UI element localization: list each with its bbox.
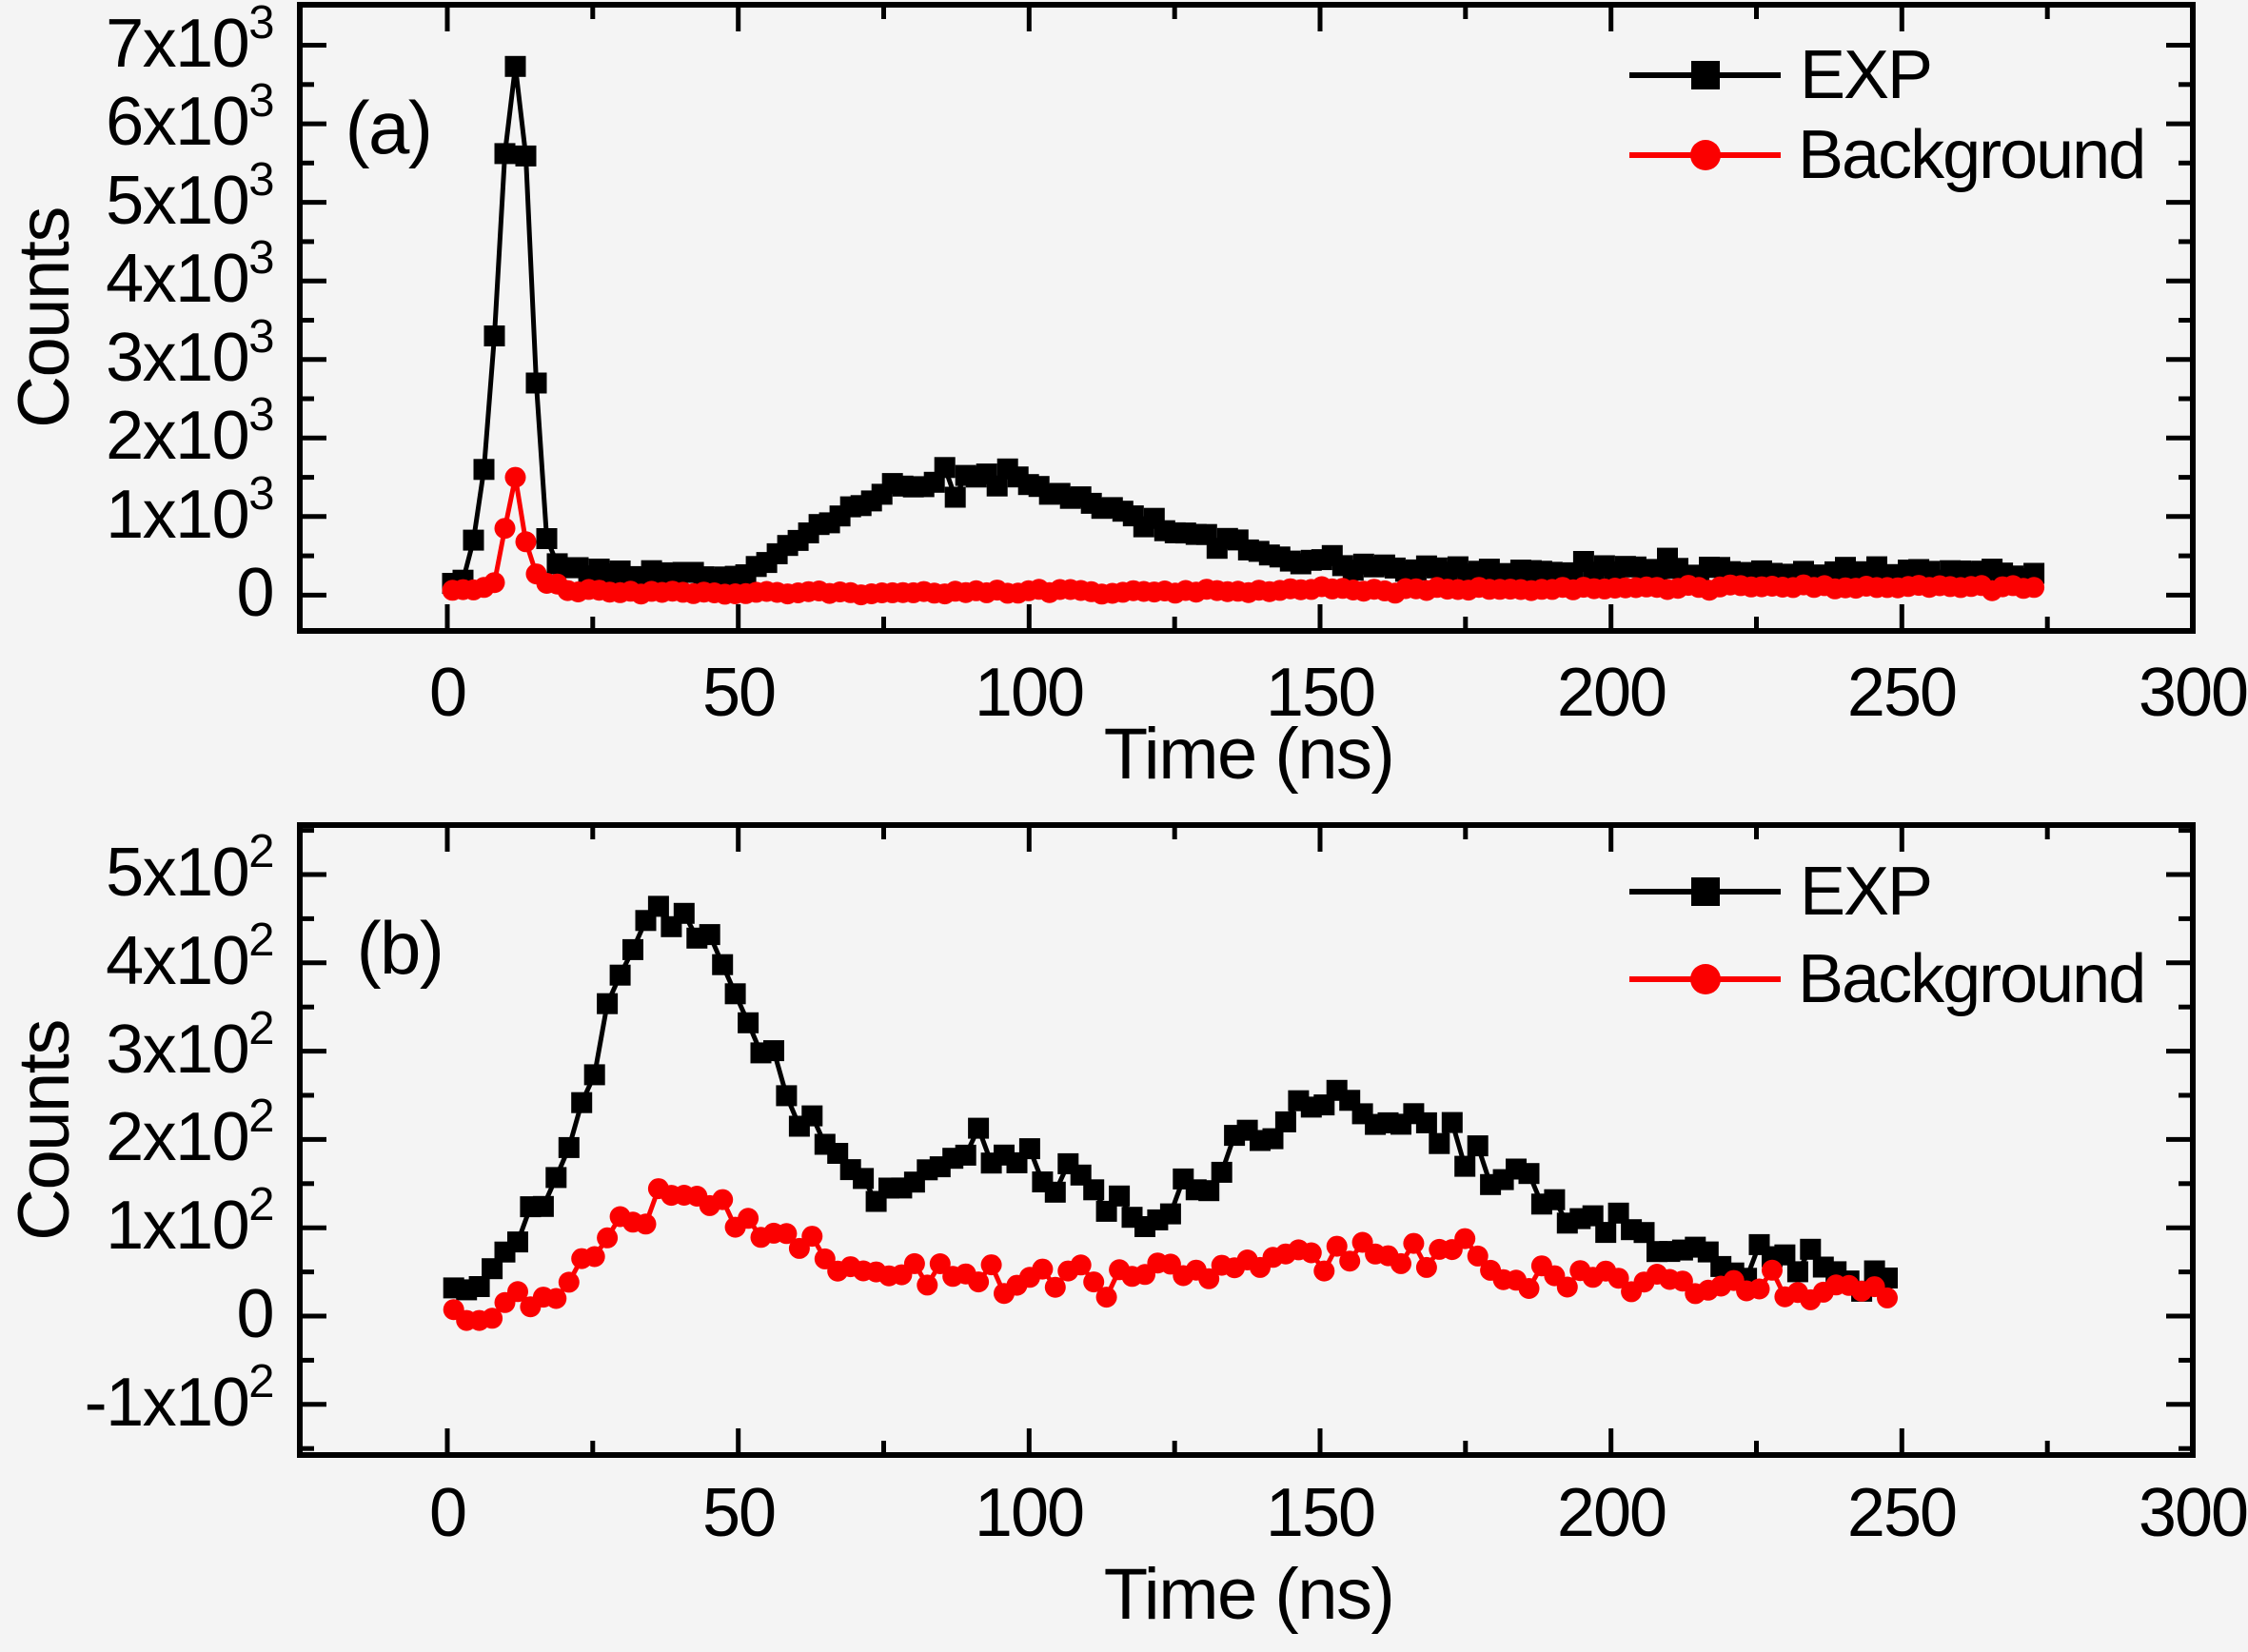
svg-text:2x103: 2x103 bbox=[106, 389, 273, 474]
svg-text:250: 250 bbox=[1847, 655, 1956, 731]
svg-text:0: 0 bbox=[429, 1475, 465, 1551]
svg-text:Counts: Counts bbox=[4, 207, 85, 428]
svg-text:2x102: 2x102 bbox=[106, 1091, 273, 1175]
svg-text:3x103: 3x103 bbox=[106, 311, 273, 396]
svg-text:-1x102: -1x102 bbox=[85, 1356, 273, 1441]
svg-text:0: 0 bbox=[429, 655, 465, 731]
svg-text:50: 50 bbox=[702, 1475, 775, 1551]
svg-text:5x103: 5x103 bbox=[106, 154, 273, 239]
svg-text:200: 200 bbox=[1557, 1475, 1666, 1551]
svg-text:250: 250 bbox=[1847, 1475, 1956, 1551]
svg-text:(b): (b) bbox=[357, 906, 444, 990]
svg-text:EXP: EXP bbox=[1800, 37, 1931, 113]
svg-text:Time (ns): Time (ns) bbox=[1104, 714, 1394, 795]
svg-text:0: 0 bbox=[236, 1276, 273, 1352]
svg-text:5x102: 5x102 bbox=[106, 826, 273, 911]
svg-text:4x102: 4x102 bbox=[106, 914, 273, 999]
svg-text:150: 150 bbox=[1266, 1475, 1374, 1551]
svg-text:Time (ns): Time (ns) bbox=[1104, 1554, 1394, 1635]
svg-text:50: 50 bbox=[702, 655, 775, 731]
svg-text:EXP: EXP bbox=[1800, 854, 1931, 930]
svg-text:6x103: 6x103 bbox=[106, 75, 273, 160]
svg-text:100: 100 bbox=[975, 1475, 1083, 1551]
svg-text:Background: Background bbox=[1798, 117, 2144, 193]
svg-text:100: 100 bbox=[975, 655, 1083, 731]
svg-text:4x103: 4x103 bbox=[106, 232, 273, 317]
svg-text:(a): (a) bbox=[345, 86, 432, 169]
svg-text:1x103: 1x103 bbox=[106, 468, 273, 553]
svg-text:7x103: 7x103 bbox=[106, 0, 273, 82]
svg-text:1x102: 1x102 bbox=[106, 1179, 273, 1264]
svg-text:300: 300 bbox=[2139, 1475, 2247, 1551]
svg-text:200: 200 bbox=[1557, 655, 1666, 731]
svg-text:Background: Background bbox=[1798, 941, 2144, 1017]
svg-text:0: 0 bbox=[236, 555, 273, 631]
svg-text:300: 300 bbox=[2139, 655, 2247, 731]
svg-text:3x102: 3x102 bbox=[106, 1003, 273, 1088]
svg-text:150: 150 bbox=[1266, 655, 1374, 731]
svg-text:Counts: Counts bbox=[4, 1020, 85, 1241]
